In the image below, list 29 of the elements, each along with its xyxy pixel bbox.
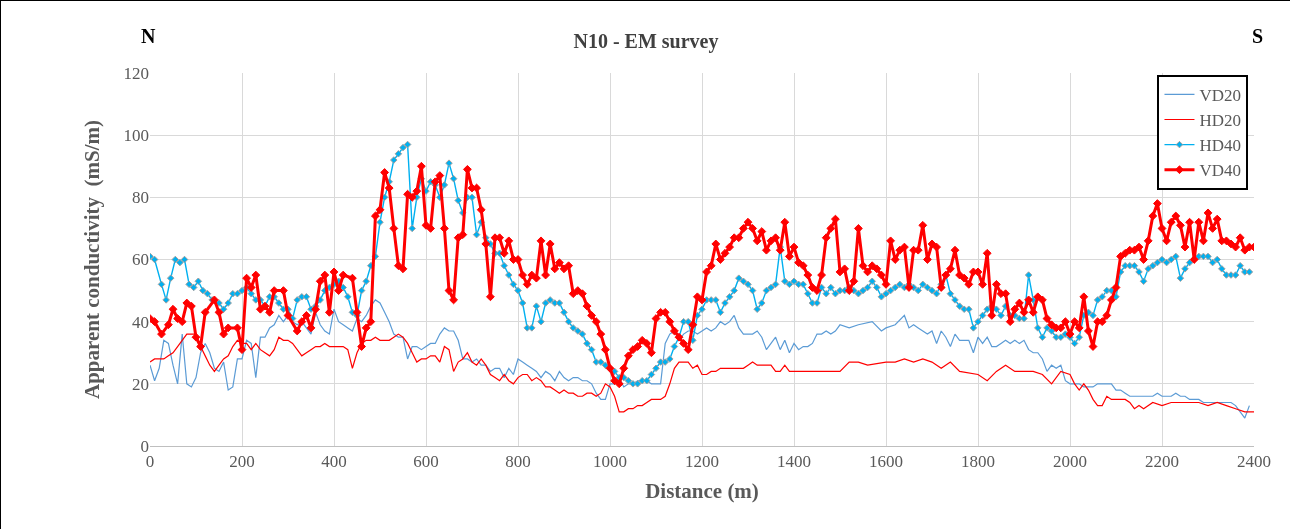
y-tick-label: 0	[140, 436, 149, 456]
y-tick-label: 60	[132, 250, 149, 270]
x-tick-label: 1600	[869, 452, 903, 472]
text: N	[141, 25, 156, 47]
y-tick-label: 80	[132, 188, 149, 208]
x-tick-label: 1000	[593, 452, 627, 472]
x-tick-label: 1800	[961, 452, 995, 472]
y-tick-label: 120	[123, 63, 149, 83]
x-tick-label: 2200	[1145, 452, 1179, 472]
y-tick-label: 20	[132, 374, 149, 394]
y-tick-label: 40	[132, 312, 149, 332]
x-tick-label: 800	[505, 452, 531, 472]
x-tick-label: 2400	[1237, 452, 1271, 472]
x-axis-title: Distance (m)	[645, 478, 759, 503]
x-tick-label: 1400	[777, 452, 811, 472]
legend-label: HD40	[1199, 136, 1242, 156]
legend-label: HD20	[1199, 111, 1242, 131]
line-series	[150, 299, 1250, 419]
chart-title: N10 - EM survey	[573, 29, 719, 53]
y-axis-title: Apparent conductivity (mS/m)	[79, 119, 104, 400]
text: S	[1252, 25, 1264, 47]
x-tick-label: 2000	[1053, 452, 1087, 472]
legend-label: VD20	[1199, 86, 1242, 106]
x-tick-label: 200	[229, 452, 255, 472]
y-tick-label: 100	[123, 126, 149, 146]
x-tick-label: 1200	[685, 452, 719, 472]
x-tick-label: 600	[413, 452, 439, 472]
x-tick-label: 400	[321, 452, 347, 472]
legend-label: VD40	[1199, 161, 1242, 181]
